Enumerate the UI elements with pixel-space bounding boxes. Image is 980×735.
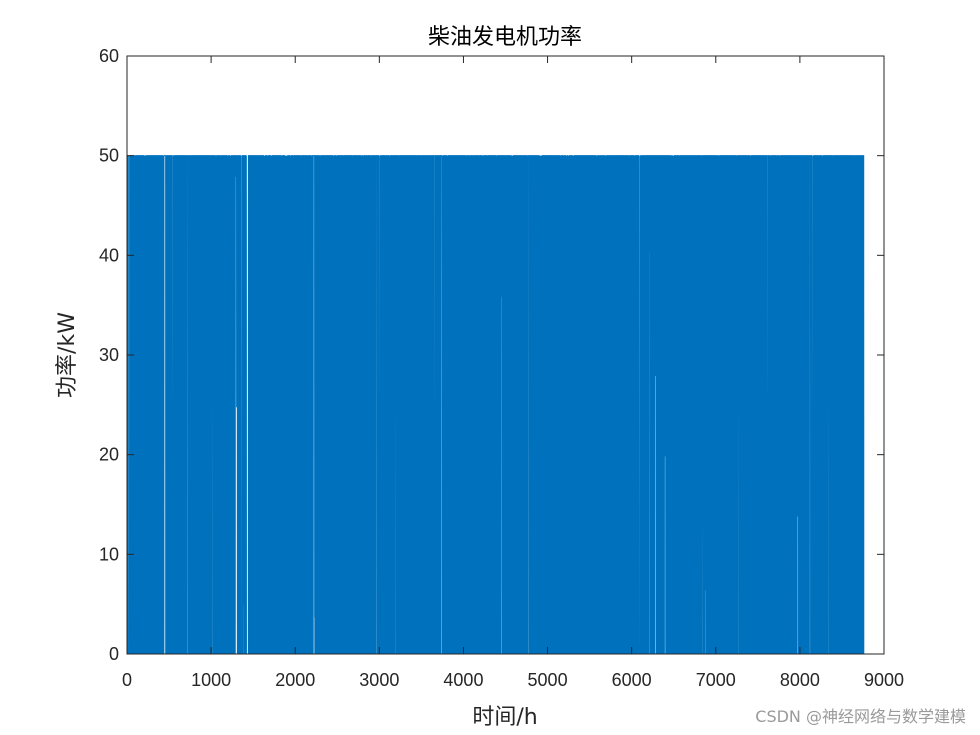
- y-tick-label: 10: [99, 544, 119, 564]
- chart-title: 柴油发电机功率: [428, 25, 582, 50]
- y-tick-label: 40: [99, 245, 119, 265]
- y-tick-label: 0: [109, 644, 119, 664]
- x-axis-ticks: 0 1000 2000 3000 4000 5000 6000 7000 8000 9000: [122, 56, 904, 690]
- watermark: CSDN @神经网络与数学建模: [755, 707, 966, 726]
- y-axis-label: 功率/kW: [55, 312, 80, 398]
- x-tick-label: 5000: [528, 670, 568, 690]
- y-axis-ticks: 0 10 20 30 40 50 60: [99, 46, 884, 664]
- x-tick-label: 1000: [191, 670, 231, 690]
- x-axis-label: 时间/h: [472, 705, 537, 730]
- x-tick-label: 3000: [359, 670, 399, 690]
- series-line: [126, 155, 865, 655]
- series-line-group: [126, 155, 865, 655]
- x-tick-label: 7000: [696, 670, 736, 690]
- x-tick-label: 6000: [612, 670, 652, 690]
- x-tick-label: 0: [122, 670, 132, 690]
- x-tick-label: 8000: [780, 670, 820, 690]
- x-tick-label: 2000: [275, 670, 315, 690]
- x-tick-label: 9000: [864, 670, 904, 690]
- y-tick-label: 30: [99, 345, 119, 365]
- y-tick-label: 20: [99, 445, 119, 465]
- y-tick-label: 50: [99, 146, 119, 166]
- x-tick-label: 4000: [443, 670, 483, 690]
- y-tick-label: 60: [99, 46, 119, 66]
